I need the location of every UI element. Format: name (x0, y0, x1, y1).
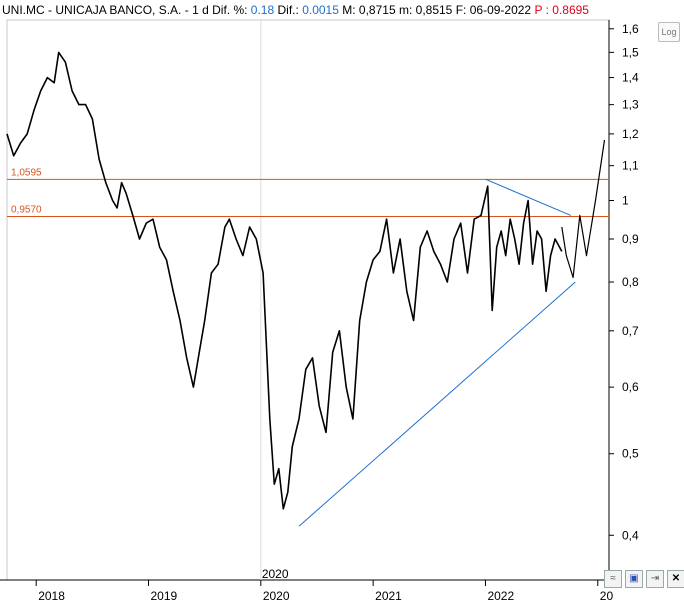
dif-pct-value: 0.18 (250, 3, 275, 17)
x-tick-label: 2019 (151, 589, 178, 603)
price-series (6, 51, 606, 510)
x-tick-label: 2022 (487, 589, 514, 603)
projection-line (561, 139, 606, 279)
price-value: 0.8695 (552, 3, 589, 17)
symbol: UNI.MC (2, 3, 45, 17)
y-tick-label: 1,3 (622, 98, 639, 112)
date-value: 06-09-2022 (469, 3, 532, 17)
y-tick-label: 1 (622, 193, 629, 207)
company-name: UNICAJA BANCO, S.A. (55, 3, 182, 17)
y-axis-ticks: 0,4 0,5 0,6 0,7 0,8 0,9 1 1,1 1,2 1,3 1,4 1,5 1,6 (609, 22, 639, 542)
chart-header: UNI.MC - UNICAJA BANCO, S.A. - 1 d Dif. … (0, 0, 589, 20)
y-tick-label: 1,4 (622, 71, 639, 85)
plot-area (6, 19, 610, 581)
trend-lines[interactable] (298, 178, 576, 527)
y-tick-label: 0,7 (622, 324, 639, 338)
log-scale-button[interactable]: Log (658, 22, 680, 42)
waves-icon[interactable]: ≈ (604, 570, 622, 588)
price-line (6, 51, 563, 510)
trend-line[interactable] (485, 178, 572, 216)
y-tick-label: 1,5 (622, 45, 639, 59)
y-tick-label: 0,8 (622, 275, 639, 289)
separator: - (48, 3, 56, 17)
close-icon[interactable]: ✕ (667, 570, 684, 588)
separator: - (184, 3, 193, 17)
price-label: P : (534, 3, 549, 17)
vertical-marker: 2020 (260, 20, 289, 581)
y-tick-label: 0,4 (622, 528, 639, 542)
export-icon[interactable]: ⇥ (646, 570, 664, 588)
y-tick-label: 1,2 (622, 127, 639, 141)
dif-value: 0.0015 (302, 3, 339, 17)
corner-toolbar: ≈ ▣ ⇥ ✕ (604, 570, 684, 588)
x-tick-label: 2020 (263, 589, 290, 603)
floppy-disk-icon[interactable]: ▣ (625, 570, 643, 588)
max-label: M: (342, 3, 356, 17)
interval: 1 d (192, 3, 209, 17)
trend-line[interactable] (298, 281, 576, 527)
horizontal-levels[interactable]: 1,0595 0,9570 (7, 167, 609, 218)
date-label: F: (455, 3, 467, 17)
y-tick-label: 1,1 (622, 159, 639, 173)
max-value: 0,8715 (358, 3, 396, 17)
dif-pct-label: Dif. %: (212, 3, 248, 17)
x-tick-label: 2021 (375, 589, 402, 603)
y-tick-label: 1,6 (622, 22, 639, 36)
vertical-marker-label: 2020 (262, 567, 289, 581)
y-tick-label: 0,9 (622, 232, 639, 246)
dif-label: Dif.: (277, 3, 299, 17)
min-value: 0,8515 (415, 3, 453, 17)
level-label: 0,9570 (11, 205, 42, 216)
level-label: 1,0595 (11, 167, 42, 178)
x-tick-label: 2018 (38, 589, 65, 603)
min-label: m: (398, 3, 413, 17)
x-tick-label: 20 (600, 589, 614, 603)
x-axis-ticks: 2018 2019 2020 2021 2022 20 (35, 580, 614, 603)
y-tick-label: 0,5 (622, 447, 639, 461)
y-tick-label: 0,6 (622, 380, 639, 394)
